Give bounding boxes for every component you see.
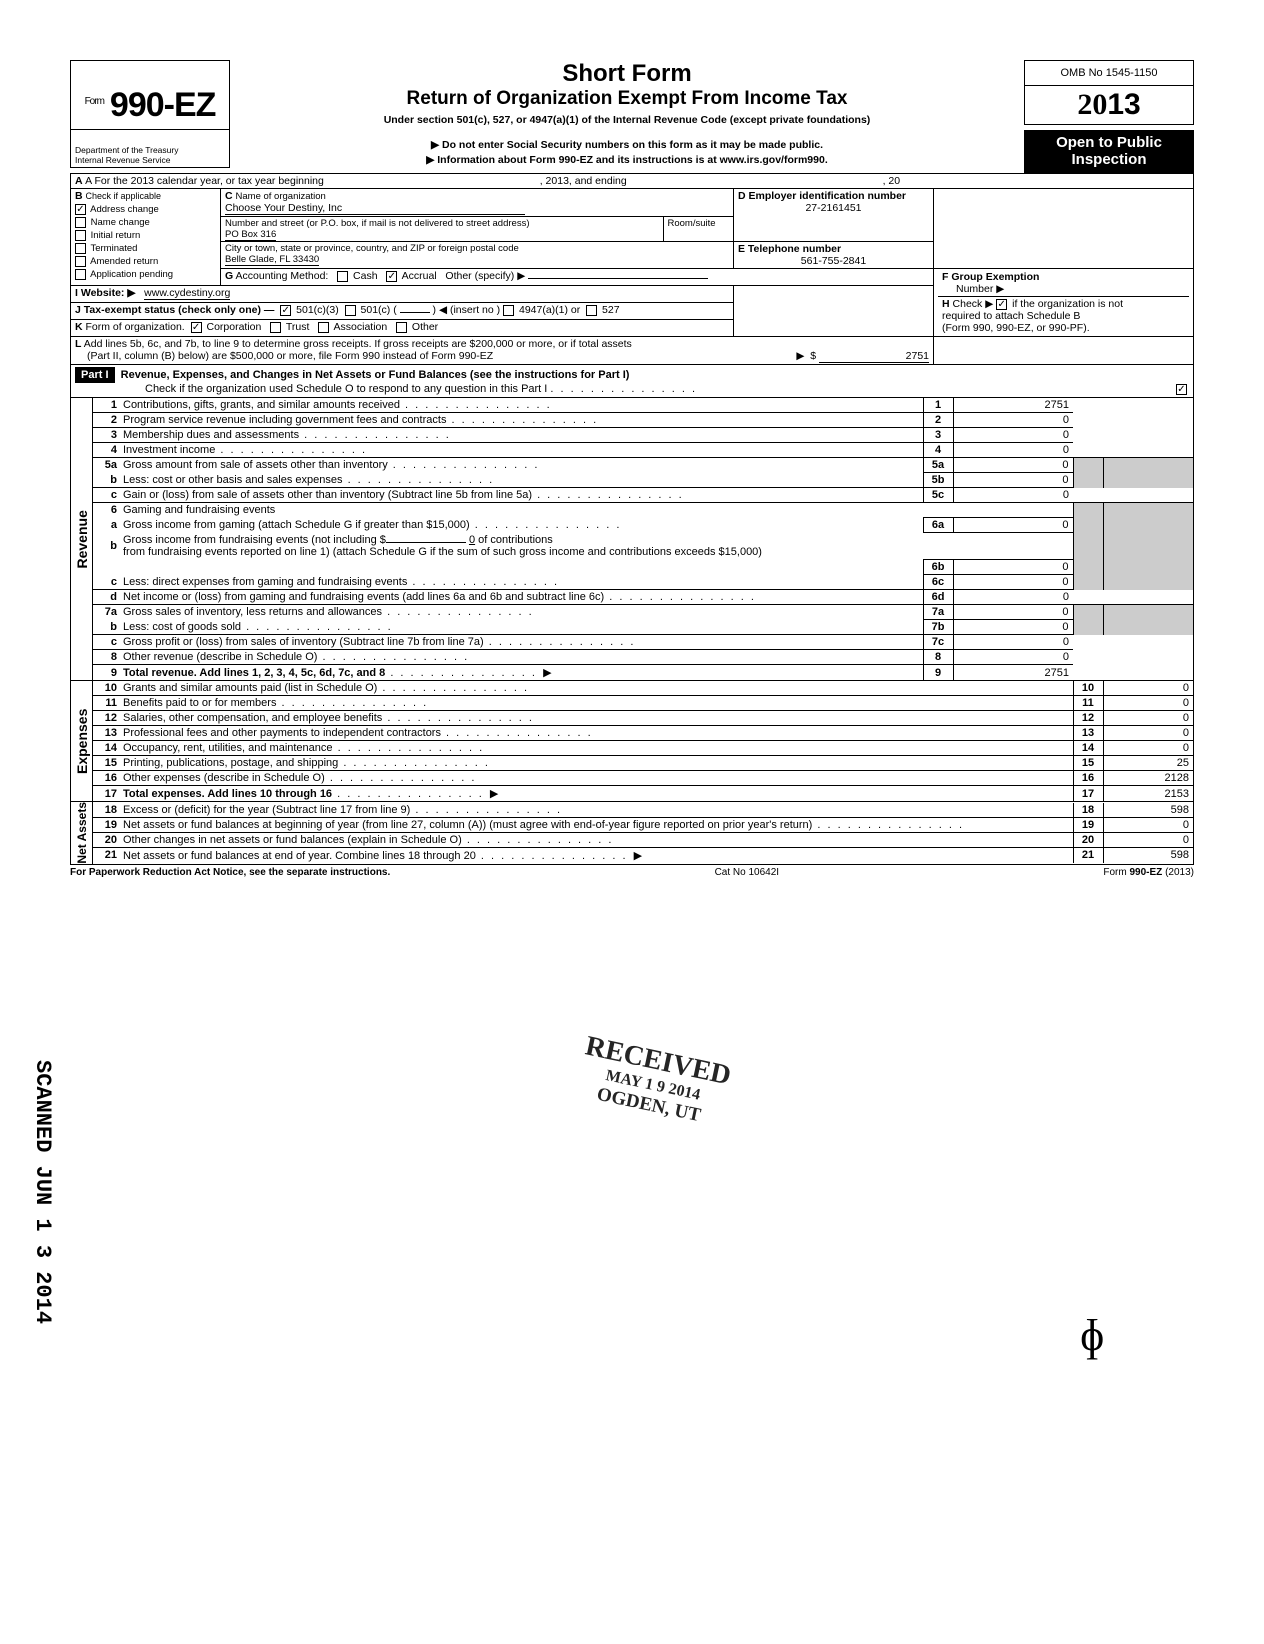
website: www.cydestiny.org	[144, 287, 230, 300]
form-word: Form	[85, 96, 104, 107]
part1-title: Revenue, Expenses, and Changes in Net As…	[121, 369, 630, 381]
street: PO Box 316	[225, 229, 276, 241]
footer-mid: Cat No 10642I	[715, 867, 780, 878]
b-check-if: Check if applicable	[86, 191, 162, 201]
part1-check-text: Check if the organization used Schedule …	[75, 383, 547, 395]
check-501c[interactable]	[345, 305, 356, 316]
check-schedule-o[interactable]	[1176, 384, 1187, 395]
part1-label: Part I	[75, 367, 115, 383]
l-label: L	[75, 338, 81, 350]
footer-right: Form 990-EZ (2013)	[1103, 867, 1194, 878]
check-corp[interactable]	[191, 322, 202, 333]
gross-receipts: 2751	[819, 350, 929, 363]
title-sub: Return of Organization Exempt From Incom…	[240, 88, 1014, 110]
check-527[interactable]	[586, 305, 597, 316]
e-label: E Telephone number	[738, 243, 841, 255]
d-label: D Employer identification number	[738, 190, 906, 202]
part1-lines: Revenue 1 Contributions, gifts, grants, …	[70, 398, 1194, 865]
f-label2: Number ▶	[942, 283, 1004, 295]
under-section: Under section 501(c), 527, or 4947(a)(1)…	[240, 114, 1014, 126]
header-row-2: Department of the Treasury Internal Reve…	[70, 130, 1194, 173]
line-a-label: A	[75, 175, 85, 187]
check-initial-return[interactable]	[75, 230, 86, 241]
org-name: Choose Your Destiny, Inc	[225, 202, 525, 215]
check-h[interactable]	[996, 299, 1007, 310]
received-stamp: RECEIVED MAY 1 9 2014 OGDEN, UT	[574, 1030, 734, 1131]
scanned-stamp: SCANNED JUN 1 3 2014	[30, 1060, 55, 1324]
form-number-box: Form 990-EZ	[70, 60, 230, 130]
room-suite-label: Room/suite	[663, 217, 733, 241]
line-a-mid: , 2013, and ending	[540, 175, 627, 187]
notice-info: ▶ Information about Form 990-EZ and its …	[230, 154, 1024, 166]
omb-number: OMB No 1545-1150	[1025, 61, 1193, 86]
check-501c3[interactable]	[280, 305, 291, 316]
f-label: F Group Exemption	[942, 271, 1039, 283]
check-accrual[interactable]	[386, 271, 397, 282]
expenses-label: Expenses	[71, 681, 93, 802]
city-label: City or town, state or province, country…	[225, 243, 519, 254]
form-year: 2013	[1025, 86, 1193, 124]
check-app-pending[interactable]	[75, 269, 86, 280]
check-cash[interactable]	[337, 271, 348, 282]
line-a-text: A For the 2013 calendar year, or tax yea…	[85, 175, 324, 187]
part1-header-row: Part I Revenue, Expenses, and Changes in…	[70, 365, 1194, 398]
i-label: I	[75, 287, 78, 299]
title-main: Short Form	[240, 60, 1014, 88]
notice-ssn: ▶ Do not enter Social Security numbers o…	[230, 139, 1024, 151]
dept-irs: Internal Revenue Service	[75, 155, 225, 165]
dept-treasury: Department of the Treasury	[75, 145, 225, 155]
g-text: Accounting Method:	[236, 270, 329, 282]
check-terminated[interactable]	[75, 243, 86, 254]
h-label: H	[942, 298, 950, 310]
footer: For Paperwork Reduction Act Notice, see …	[70, 867, 1194, 878]
check-trust[interactable]	[270, 322, 281, 333]
c-name-label: Name of organization	[236, 191, 326, 202]
k-label: K	[75, 321, 83, 333]
ein: 27-2161451	[738, 202, 929, 214]
footer-left: For Paperwork Reduction Act Notice, see …	[70, 867, 390, 878]
line-a-end: , 20	[883, 175, 901, 187]
identity-table: A A For the 2013 calendar year, or tax y…	[70, 173, 1194, 365]
revenue-label: Revenue	[71, 398, 93, 681]
netassets-label: Net Assets	[71, 802, 93, 865]
signature-mark: ɸ	[1080, 1310, 1104, 1361]
g-label: G	[225, 270, 233, 282]
check-assoc[interactable]	[318, 322, 329, 333]
check-address-change[interactable]	[75, 204, 86, 215]
check-4947[interactable]	[503, 305, 514, 316]
b-letter: B	[75, 190, 83, 202]
city-value: Belle Glade, FL 33430	[225, 254, 319, 266]
check-amended[interactable]	[75, 256, 86, 267]
phone: 561-755-2841	[738, 255, 929, 267]
open-to-public: Open to Public Inspection	[1025, 130, 1193, 172]
check-name-change[interactable]	[75, 217, 86, 228]
form-header: Form 990-EZ Short Form Return of Organiza…	[70, 60, 1194, 130]
street-label: Number and street (or P.O. box, if mail …	[225, 218, 530, 229]
check-other-org[interactable]	[396, 322, 407, 333]
j-label: J	[75, 304, 81, 316]
form-number: 990-EZ	[110, 86, 216, 124]
